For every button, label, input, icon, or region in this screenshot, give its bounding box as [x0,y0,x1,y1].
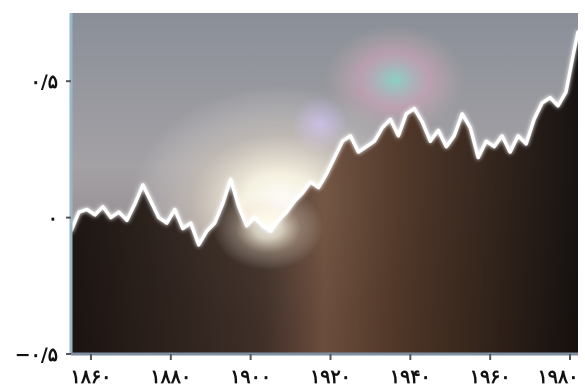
y-tick-label: −۰/۵ [15,344,58,366]
x-tick-label: ۱۹۴۰ [390,366,431,388]
x-axis: ۱۸۶۰ ۱۸۸۰ ۱۹۰۰ ۱۹۲۰ ۱۹۴۰ ۱۹۶۰ ۱۹۸۰ [71,354,579,388]
x-tick-label: ۱۸۶۰ [71,366,112,388]
y-axis: −۰/۵ ۰ ۰/۵ [15,71,71,366]
series-line [71,30,578,247]
x-tick-label: ۱۹۰۰ [230,366,271,388]
x-tick-label: ۱۸۸۰ [150,366,191,388]
series-area [71,32,578,354]
x-tick-label: ۱۹۲۰ [310,366,351,388]
y-tick-label: ۰/۵ [31,71,58,93]
x-tick-label: ۱۹۸۰ [538,366,579,388]
y-tick-label: ۰ [48,208,58,230]
x-tick-label: ۱۹۶۰ [470,366,511,388]
